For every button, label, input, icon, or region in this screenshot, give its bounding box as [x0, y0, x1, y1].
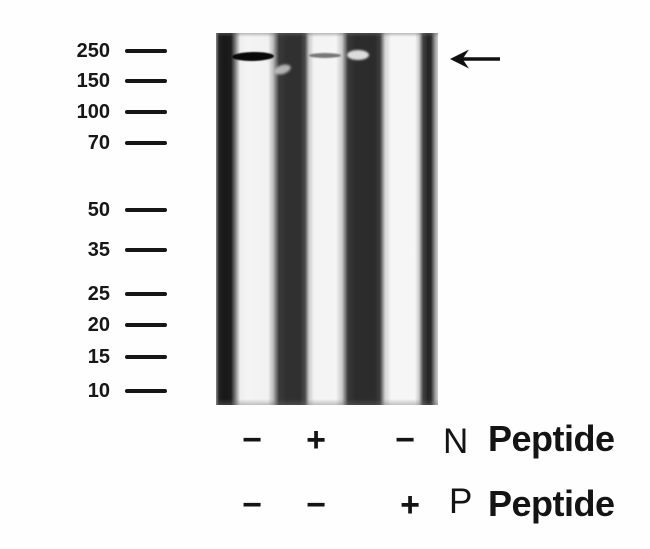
lane2-light-spot	[273, 62, 292, 77]
mw-marker-tick	[125, 49, 167, 53]
p-peptide-lane2-sign: −	[306, 486, 326, 524]
mw-marker-row: 150	[58, 70, 167, 92]
mw-marker-tick	[125, 323, 167, 327]
band-lane3-light	[347, 50, 369, 60]
mw-marker-row: 35	[58, 239, 167, 261]
mw-marker-row: 250	[58, 40, 167, 62]
mw-marker-tick	[125, 110, 167, 114]
mw-marker-label: 20	[87, 313, 110, 336]
mw-marker-label: 15	[87, 345, 110, 368]
mw-marker-tick	[125, 292, 167, 296]
band-lane1-strong	[231, 51, 275, 62]
n-peptide-lane2-sign: +	[306, 421, 326, 459]
p-peptide-lane3-sign: +	[400, 486, 420, 524]
n-peptide-abbr: N	[443, 422, 469, 461]
mw-marker-tick	[125, 79, 167, 83]
mw-marker-label: 10	[87, 379, 110, 402]
n-peptide-lane3-sign: −	[395, 421, 415, 459]
mw-marker-row: 20	[58, 314, 167, 336]
p-peptide-label: Peptide	[488, 483, 615, 524]
blot-membrane	[216, 33, 438, 405]
p-peptide-abbr: P	[449, 482, 473, 521]
mw-marker-tick	[125, 355, 167, 359]
mw-marker-label: 250	[76, 39, 110, 62]
mw-marker-row: 10	[58, 380, 167, 402]
mw-marker-row: 100	[58, 101, 167, 123]
mw-marker-row: 50	[58, 199, 167, 221]
left-arrow-icon	[450, 49, 500, 69]
mw-marker-label: 25	[87, 282, 110, 305]
mw-marker-row: 25	[58, 283, 167, 305]
mw-marker-row: 70	[58, 132, 167, 154]
mw-marker-tick	[125, 208, 167, 212]
p-peptide-lane1-sign: −	[242, 486, 262, 524]
mw-marker-label: 100	[76, 100, 110, 123]
mw-marker-tick	[125, 389, 167, 393]
mw-marker-label: 50	[87, 198, 110, 221]
mw-marker-tick	[125, 141, 167, 145]
band-lane2-faint	[309, 53, 341, 58]
n-peptide-lane1-sign: −	[242, 421, 262, 459]
mw-marker-label: 150	[76, 69, 110, 92]
mw-marker-label: 35	[87, 238, 110, 261]
mw-marker-tick	[125, 248, 167, 252]
mw-marker-label: 70	[87, 131, 110, 154]
mw-marker-row: 15	[58, 346, 167, 368]
n-peptide-label: Peptide	[488, 418, 615, 459]
